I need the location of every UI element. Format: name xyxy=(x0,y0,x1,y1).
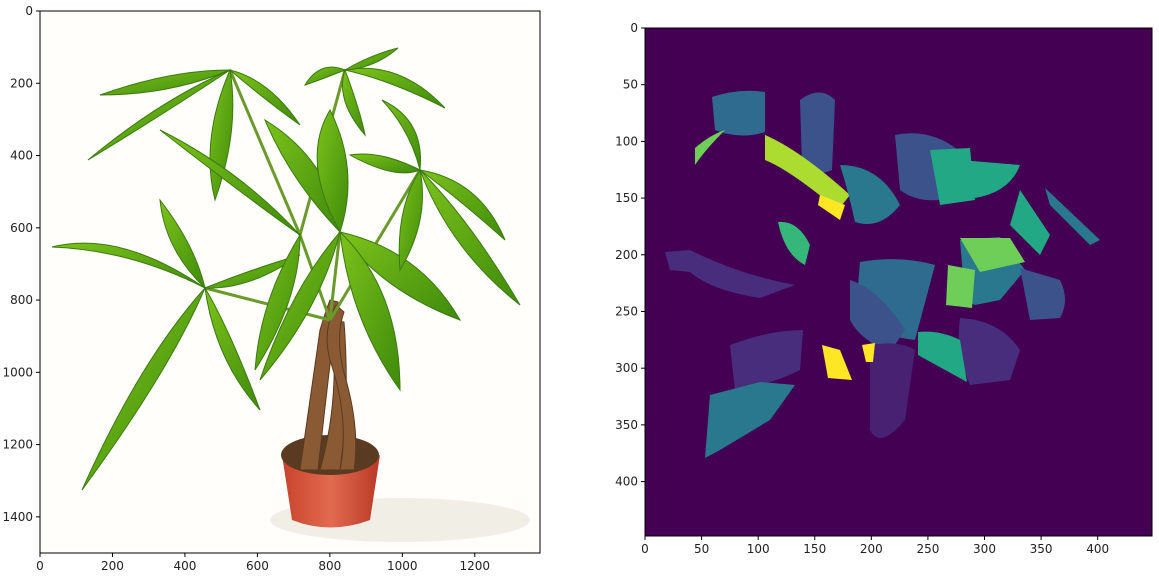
mask-segment xyxy=(870,343,915,438)
right-mask-panel: 0 50 100 150 200 250 300 350 400 0 50 100 150 200 250 3… xyxy=(615,21,1153,556)
right-x-tick-label: 100 xyxy=(747,542,770,556)
left-y-tick-label: 800 xyxy=(10,293,33,307)
mask-segment xyxy=(695,130,725,165)
mask-segment xyxy=(960,160,1020,198)
left-x-tick-label: 200 xyxy=(101,559,124,573)
left-y-tick-label: 1200 xyxy=(2,438,33,452)
right-y-tick-label: 0 xyxy=(630,21,638,35)
right-ticks: 0 50 100 150 200 250 300 350 400 0 50 100 150 200 250 3… xyxy=(615,21,1109,556)
right-y-tick-label: 50 xyxy=(623,78,638,92)
braided-trunk xyxy=(299,299,357,471)
right-x-tick-label: 150 xyxy=(803,542,826,556)
left-x-tick-label: 1000 xyxy=(387,559,418,573)
left-x-tick-label: 0 xyxy=(36,559,44,573)
mask-segment xyxy=(960,238,1025,272)
mask-segment xyxy=(730,330,803,390)
right-x-tick-label: 50 xyxy=(694,542,709,556)
mask-segment xyxy=(705,382,795,458)
left-y-tick-label: 0 xyxy=(25,4,33,18)
mask-segment xyxy=(1045,188,1100,245)
mask-segment xyxy=(1020,268,1065,320)
left-x-tick-label: 400 xyxy=(173,559,196,573)
right-axes-frame xyxy=(644,27,1153,537)
mask-segment xyxy=(862,343,875,362)
mask-segment xyxy=(850,280,905,352)
left-x-tick-label: 800 xyxy=(318,559,341,573)
right-y-tick-label: 400 xyxy=(615,475,638,489)
right-y-tick-label: 350 xyxy=(615,418,638,432)
left-y-tick-label: 600 xyxy=(10,221,33,235)
right-x-tick-label: 250 xyxy=(916,542,939,556)
right-y-tick-label: 150 xyxy=(615,191,638,205)
leaves xyxy=(51,47,521,491)
left-photo-panel: 0 200 400 600 800 1000 1200 0 200 400 600 800 1000 12… xyxy=(2,4,541,573)
mask-segment xyxy=(818,195,845,220)
right-x-tick-label: 400 xyxy=(1086,542,1109,556)
mask-segment xyxy=(822,345,852,380)
plant-photo xyxy=(51,47,530,542)
mask-segment xyxy=(778,221,810,265)
segmentation-mask xyxy=(665,90,1100,458)
right-x-tick-label: 300 xyxy=(973,542,996,556)
left-y-tick-label: 1400 xyxy=(2,510,33,524)
left-ticks: 0 200 400 600 800 1000 1200 0 200 400 600 800 1000 12… xyxy=(2,4,490,573)
right-y-tick-label: 100 xyxy=(615,134,638,148)
mask-segment xyxy=(918,331,967,382)
right-y-tick-label: 250 xyxy=(615,304,638,318)
left-axes-frame xyxy=(39,10,541,554)
right-x-tick-label: 0 xyxy=(641,542,649,556)
mask-segment xyxy=(1010,190,1050,255)
left-y-tick-label: 400 xyxy=(10,149,33,163)
mask-segment xyxy=(840,165,900,224)
mask-segment xyxy=(765,135,850,210)
pot xyxy=(282,455,380,528)
left-y-tick-label: 200 xyxy=(10,76,33,90)
right-x-tick-label: 350 xyxy=(1030,542,1053,556)
left-y-tick-label: 1000 xyxy=(2,365,33,379)
mask-segment xyxy=(946,265,975,308)
mask-segment xyxy=(958,318,1020,385)
mask-segment xyxy=(712,90,765,136)
right-x-tick-label: 200 xyxy=(860,542,883,556)
right-y-tick-label: 200 xyxy=(615,248,638,262)
right-y-tick-label: 300 xyxy=(615,361,638,375)
mask-segment xyxy=(800,92,835,174)
left-x-tick-label: 600 xyxy=(246,559,269,573)
mask-segment xyxy=(665,250,795,298)
left-x-tick-label: 1200 xyxy=(460,559,491,573)
